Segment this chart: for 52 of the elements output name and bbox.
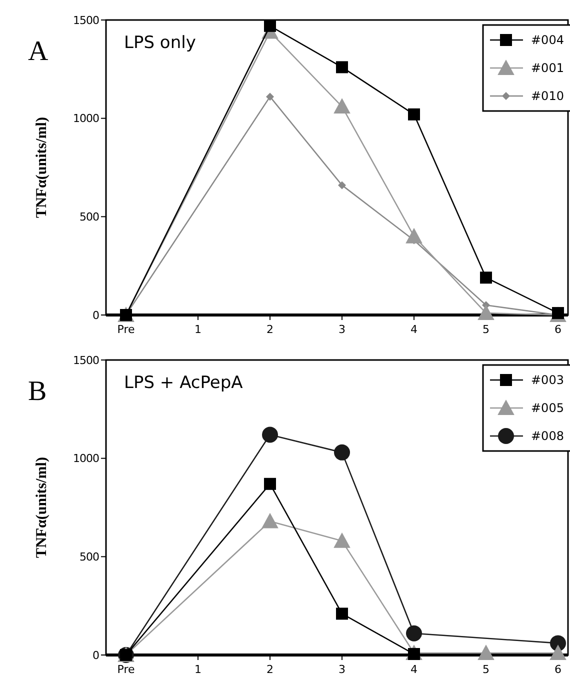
legend-label: #003 [531,373,564,388]
legend-label: #008 [531,429,564,444]
point [336,61,348,74]
point [262,512,278,528]
x-tick-label: 4 [410,323,418,336]
legend-label: #004 [531,33,564,48]
x-tick-label: 3 [338,663,346,676]
point [406,228,422,244]
point [478,644,494,660]
legend-label: #010 [531,89,564,104]
point [550,644,566,660]
x-tick-label: 3 [338,323,346,336]
point [334,98,350,114]
x-tick-label: Pre [117,663,135,676]
y-tick-label: 1000 [73,452,100,466]
point [480,272,492,284]
point [264,478,276,490]
y-axis-title: TNFα(units/ml) [34,457,50,558]
y-axis-title: TNFα(units/ml) [34,117,50,218]
y-tick-label: 0 [92,648,100,662]
y-tick-label: 500 [80,210,100,224]
x-tick-label: 1 [194,323,202,336]
point [478,304,494,320]
x-tick-label: 4 [410,663,418,676]
x-tick-label: 1 [194,663,202,676]
x-tick-label: 5 [482,323,490,336]
point [334,444,350,460]
annotation: LPS only [124,33,196,53]
y-tick-label: 500 [80,550,100,564]
point [264,20,276,32]
text: B [28,376,47,407]
point [408,108,420,120]
x-tick-label: 5 [482,663,490,676]
x-tick-label: 6 [554,323,562,336]
legend-label: #005 [531,401,564,416]
x-tick-label: Pre [117,323,135,336]
point [406,625,422,642]
legend-label: #001 [531,61,564,76]
point [336,608,348,620]
point [338,181,346,190]
point [266,92,274,101]
point [334,532,350,548]
annotation: LPS + AcPepA [124,373,244,393]
y-tick-label: 1000 [73,112,100,126]
x-tick-label: 6 [554,663,562,676]
x-tick-label: 2 [266,323,274,336]
x-tick-label: 2 [266,663,274,676]
point [262,426,278,443]
text: A [28,36,49,67]
y-tick-label: 1500 [73,14,100,27]
y-tick-label: 0 [92,308,100,322]
y-tick-label: 1500 [73,354,100,367]
